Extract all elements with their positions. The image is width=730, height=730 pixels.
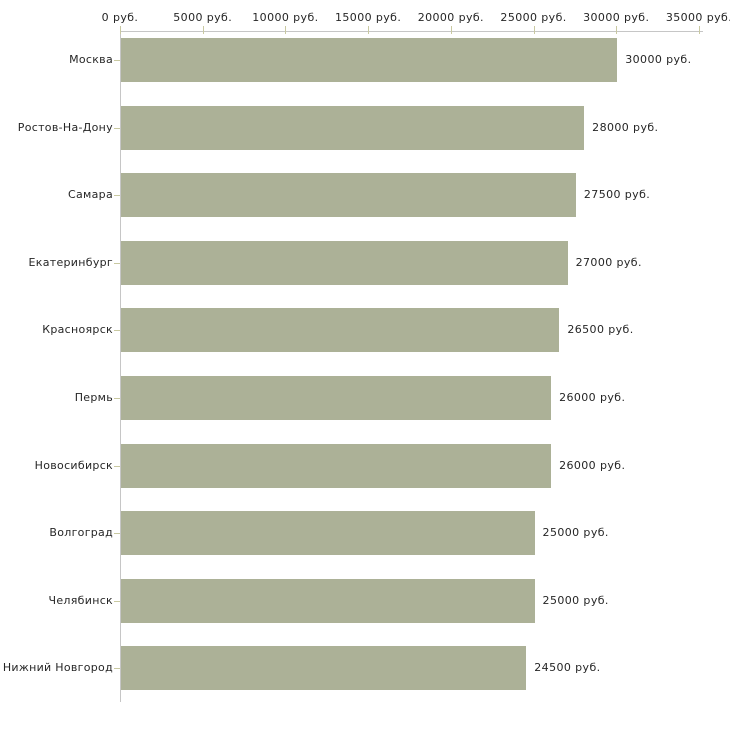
value-label: 26500 руб.: [567, 323, 634, 337]
x-axis-tick-label: 15000 руб.: [334, 11, 402, 24]
bar: [121, 173, 576, 218]
bar: [121, 38, 618, 82]
bar: [121, 578, 535, 623]
x-axis-tick: [368, 26, 370, 34]
x-axis-tick: [698, 26, 700, 34]
category-label: Екатеринбург: [28, 255, 113, 269]
value-label: 26000 руб.: [559, 391, 626, 404]
y-axis-line: [120, 31, 121, 702]
value-label: 30000 руб.: [625, 53, 692, 66]
category-label: Нижний Новгород: [2, 661, 113, 675]
category-tick: [114, 465, 120, 467]
category-tick: [114, 533, 120, 535]
category-tick: [114, 600, 120, 602]
x-axis-tick-label: 30000 руб.: [583, 11, 650, 24]
x-axis-tick-label: 5000 руб.: [173, 11, 233, 24]
category-label: Москва: [69, 53, 113, 66]
bar: [121, 376, 552, 420]
category-label: Красноярск: [42, 323, 113, 337]
x-axis-tick-label: 0 руб.: [101, 11, 139, 24]
bar: [121, 443, 552, 488]
category-tick: [114, 195, 120, 197]
x-axis-tick: [533, 26, 535, 34]
bar: [121, 511, 535, 556]
bar: [121, 308, 560, 353]
category-tick: [114, 60, 120, 61]
value-label: 24500 руб.: [534, 661, 601, 675]
x-axis-tick: [202, 26, 204, 34]
category-tick: [114, 668, 120, 670]
x-axis-tick-label: 20000 руб.: [417, 11, 484, 24]
category-label: Новосибирск: [34, 458, 113, 472]
category-label: Ростов-На-Дону: [17, 120, 113, 134]
value-label: 27500 руб.: [583, 188, 651, 202]
x-axis-tick-label: 25000 руб.: [500, 11, 567, 24]
x-axis-tick-label: 10000 руб.: [252, 11, 319, 24]
value-label: 27000 руб.: [575, 255, 642, 269]
category-tick: [114, 262, 120, 264]
x-axis-line: [120, 31, 703, 32]
x-axis-tick: [450, 26, 452, 34]
x-axis-tick: [285, 26, 287, 34]
category-tick: [114, 127, 120, 129]
value-label: 26000 руб.: [559, 458, 626, 472]
value-label: 25000 руб.: [542, 593, 609, 607]
x-axis-tick: [616, 26, 618, 34]
category-label: Самара: [68, 188, 113, 202]
bar: [121, 240, 568, 285]
category-tick: [114, 398, 120, 399]
x-axis-tick: [120, 26, 121, 34]
bar: [121, 105, 585, 150]
category-label: Волгоград: [49, 526, 113, 540]
category-label: Челябинск: [48, 593, 113, 607]
category-label: Пермь: [74, 391, 113, 404]
x-axis-tick-label: 35000 руб.: [665, 11, 730, 24]
value-label: 25000 руб.: [542, 526, 609, 540]
bar: [121, 646, 527, 691]
category-tick: [114, 330, 120, 332]
value-label: 28000 руб.: [592, 120, 659, 134]
